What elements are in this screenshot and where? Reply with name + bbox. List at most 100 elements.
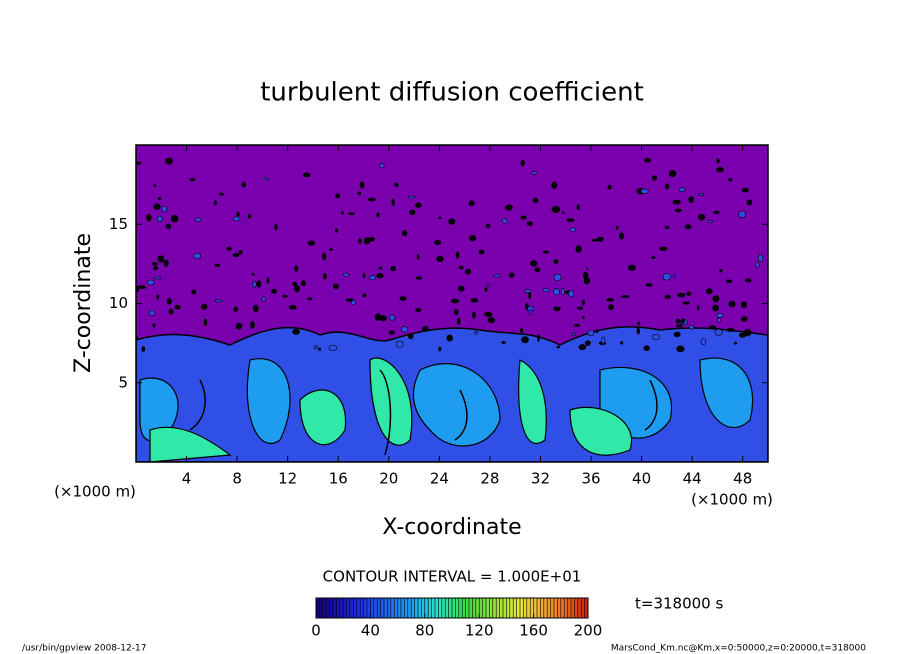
speck (686, 291, 692, 296)
colorbar-cell (567, 598, 572, 618)
colorbar-cell (472, 598, 477, 618)
speck (407, 195, 416, 199)
speck (569, 227, 577, 232)
speck (458, 265, 464, 270)
speck (578, 344, 587, 351)
speck (725, 279, 733, 284)
x-axis-label: X-coordinate (382, 515, 521, 540)
colorbar-cell (530, 598, 534, 618)
colorbar-cell (571, 598, 575, 618)
colorbar-cell (513, 598, 517, 618)
speck (376, 212, 380, 218)
speck (606, 297, 615, 302)
speck (707, 220, 714, 223)
speck (368, 197, 376, 202)
colorbar-cell (424, 598, 429, 618)
speck (595, 329, 599, 334)
colorbar-cell (360, 598, 364, 618)
speck (214, 299, 223, 303)
speck (652, 334, 661, 341)
speck (677, 293, 686, 298)
speck (282, 294, 288, 298)
colorbar-cell (564, 598, 568, 618)
speck (438, 216, 442, 220)
speck (608, 304, 614, 311)
colorbar-cell (537, 598, 541, 618)
speck (719, 268, 723, 273)
colorbar-cell (380, 598, 385, 618)
colorbar-cell (431, 598, 436, 618)
speck (415, 276, 423, 280)
speck (696, 305, 700, 311)
speck (362, 293, 367, 298)
colorbar-cell (489, 598, 494, 618)
speck (681, 318, 685, 324)
speck (214, 264, 221, 267)
colorbar-cell (411, 598, 415, 618)
speck (542, 250, 550, 254)
speck (543, 288, 550, 293)
x-tick-label: 20 (379, 470, 398, 488)
speck (362, 272, 366, 279)
speck (189, 178, 196, 182)
speck (455, 251, 460, 259)
colorbar-cell (452, 598, 456, 618)
speck (568, 289, 575, 298)
x-unit-right: (×1000 m) (691, 491, 773, 509)
speck (266, 277, 270, 284)
colorbar-cell (326, 598, 330, 618)
colorbar-cell (316, 598, 320, 618)
speck (716, 312, 724, 318)
speck (684, 224, 692, 230)
colorbar-cell (418, 598, 422, 618)
speck (146, 214, 152, 222)
x-tick-label: 4 (182, 470, 192, 488)
colorbar-cell (557, 598, 562, 618)
speck (318, 347, 322, 351)
speck (253, 304, 259, 313)
speck (232, 216, 241, 222)
speck (379, 163, 385, 168)
speck (746, 199, 753, 206)
speck (676, 324, 683, 328)
speck (388, 330, 395, 335)
speck (717, 317, 721, 323)
colorbar-cell (465, 598, 470, 618)
speck (585, 267, 589, 271)
colorbar-cell (404, 598, 409, 618)
colorbar-cell (384, 598, 388, 618)
speck (251, 272, 255, 276)
speck (688, 196, 695, 204)
speck (659, 246, 668, 252)
speck (676, 345, 685, 353)
chart-title: turbulent diffusion coefficient (260, 78, 644, 108)
speck (174, 304, 181, 310)
colorbar-cell (516, 598, 521, 618)
colorbar-cell (540, 598, 545, 618)
speck (357, 238, 362, 244)
speck (714, 328, 723, 336)
colorbar-cell (367, 598, 371, 618)
speck (672, 199, 681, 205)
speck (157, 255, 164, 259)
speck (359, 181, 365, 189)
speck (446, 334, 453, 342)
speck (740, 316, 748, 322)
colorbar-cell (445, 598, 449, 618)
speck (675, 318, 681, 324)
speck (274, 223, 278, 231)
colorbar-cell (394, 598, 398, 618)
speck (213, 200, 217, 206)
speck (368, 275, 377, 281)
speck (551, 181, 558, 189)
speck (484, 287, 488, 292)
speck (191, 289, 197, 295)
colorbar-cell (543, 598, 548, 618)
colorbar-cell (492, 598, 497, 618)
colorbar-cell (458, 598, 463, 618)
speck (485, 223, 491, 229)
speck (416, 254, 420, 260)
colorbar-cell (520, 598, 524, 618)
colorbar: 0 40 80 120 160 200 (311, 597, 602, 640)
colorbar-cell (554, 598, 558, 618)
